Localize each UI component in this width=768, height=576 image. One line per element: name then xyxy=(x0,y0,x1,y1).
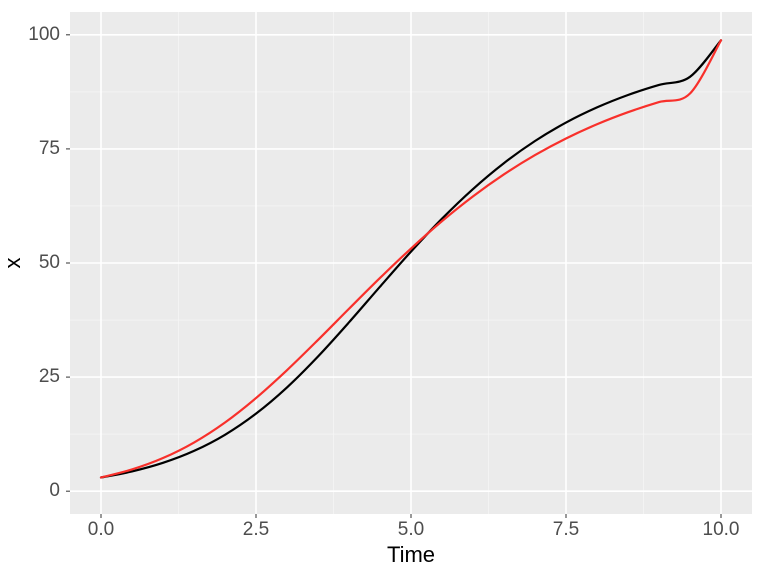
y-tick-label: 100 xyxy=(28,24,60,45)
x-tick-label: 7.5 xyxy=(553,519,579,540)
y-axis-title: x xyxy=(0,258,25,269)
chart-container: 0.0 2.5 5.0 7.5 10.0 0 25 50 75 100 Time x xyxy=(0,0,768,576)
x-tick-label: 10.0 xyxy=(703,519,740,540)
x-tick-label: 0.0 xyxy=(88,519,114,540)
x-tick-label: 5.0 xyxy=(398,519,424,540)
y-tick-label: 75 xyxy=(39,138,60,159)
y-tick-label: 0 xyxy=(49,480,60,501)
x-tick-label: 2.5 xyxy=(243,519,269,540)
line-chart: 0.0 2.5 5.0 7.5 10.0 0 25 50 75 100 Time x xyxy=(0,0,768,576)
y-tick-label: 50 xyxy=(39,252,60,273)
x-axis-title: Time xyxy=(387,542,435,567)
y-tick-label: 25 xyxy=(39,366,60,387)
